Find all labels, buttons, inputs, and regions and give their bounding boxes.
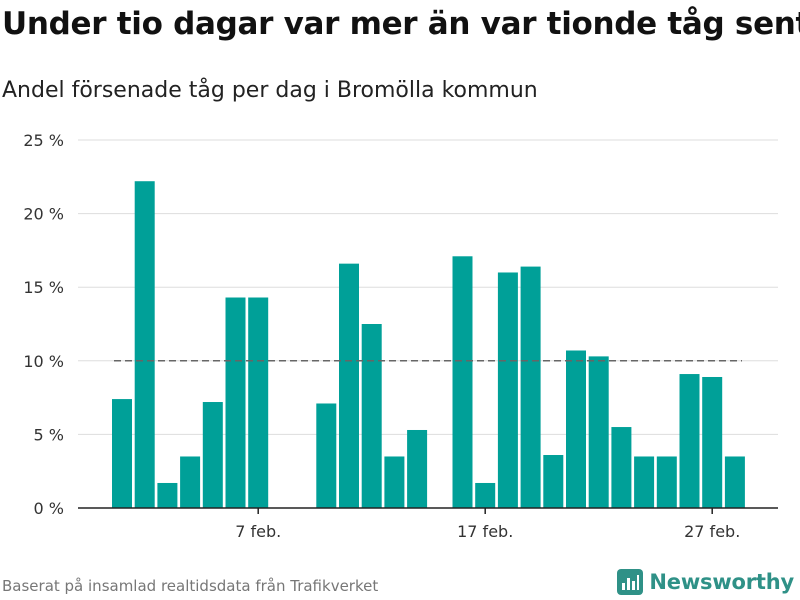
bar [497, 272, 518, 508]
bar [157, 482, 178, 508]
bar [475, 482, 496, 508]
bar [361, 324, 382, 508]
y-tick-label: 15 % [23, 278, 64, 297]
brand-name: Newsworthy [649, 570, 794, 594]
y-tick-label: 0 % [34, 499, 64, 518]
bar [634, 456, 655, 508]
y-tick-label: 25 % [23, 131, 64, 150]
bar [112, 399, 132, 508]
bar [225, 297, 246, 508]
gridlines [78, 139, 778, 435]
bar [248, 297, 269, 508]
chart-subtitle: Andel försenade tåg per dag i Bromölla k… [2, 78, 538, 103]
y-tick-label: 20 % [23, 205, 64, 224]
y-tick-label: 10 % [23, 352, 64, 371]
bar [452, 256, 473, 508]
bar [702, 376, 723, 508]
bar [543, 455, 564, 508]
bars [112, 181, 745, 508]
bar [339, 263, 359, 508]
x-tick-label: 7 feb. [235, 522, 281, 541]
y-axis-ticks: 0 % 5 % 10 % 15 % 20 % 25 % [23, 131, 64, 518]
bar [611, 427, 632, 508]
source-note: Baserat på insamlad realtidsdata från Tr… [2, 577, 379, 595]
chart-title: Under tio dagar var mer än var tionde tå… [2, 6, 800, 42]
newsworthy-logo-icon [617, 569, 644, 595]
bar [407, 429, 428, 508]
y-tick-label: 5 % [34, 425, 64, 444]
bar [180, 456, 201, 508]
bar [656, 456, 677, 508]
bar [566, 350, 586, 508]
x-tick-label: 17 feb. [457, 522, 513, 541]
bar [384, 456, 405, 508]
bar [316, 403, 337, 508]
bar [520, 266, 541, 508]
bar [202, 402, 223, 508]
brand-logo: Newsworthy [617, 569, 794, 595]
bar [134, 181, 155, 508]
bar [679, 374, 700, 508]
bar [588, 356, 609, 508]
x-tick-label: 27 feb. [684, 522, 740, 541]
bar [724, 456, 745, 508]
x-axis-ticks: 7 feb. 17 feb. 27 feb. [235, 508, 740, 541]
